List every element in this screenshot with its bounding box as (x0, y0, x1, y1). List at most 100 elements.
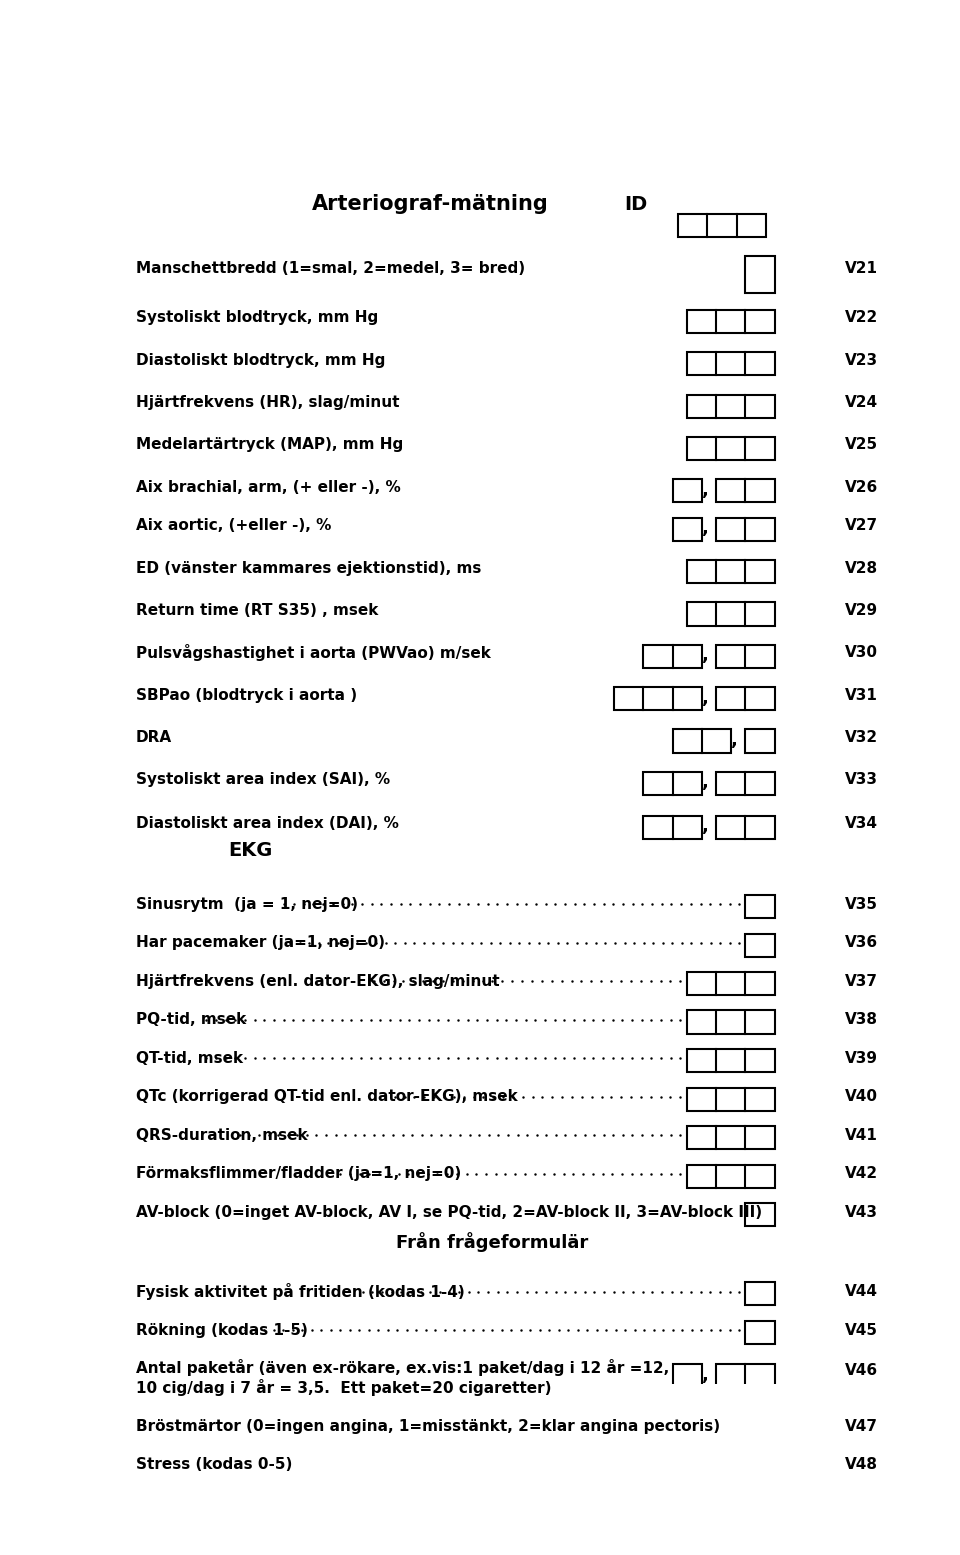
Text: SBPao (blodtryck i aorta ): SBPao (blodtryck i aorta ) (135, 687, 356, 703)
Text: ,: , (702, 480, 708, 499)
Text: Manschettbredd (1=smal, 2=medel, 3= bred): Manschettbredd (1=smal, 2=medel, 3= bred… (135, 261, 524, 277)
Text: Stress (kodas 0-5): Stress (kodas 0-5) (135, 1457, 292, 1473)
Text: Hjärtfrekvens (HR), slag/minut: Hjärtfrekvens (HR), slag/minut (135, 395, 399, 411)
Text: V34: V34 (845, 816, 877, 832)
Text: V30: V30 (845, 645, 877, 661)
Text: V22: V22 (845, 311, 877, 325)
Bar (678, 213, 766, 236)
Text: V38: V38 (845, 1012, 877, 1028)
Text: Sinusrytm  (ja = 1, nej=0): Sinusrytm (ja = 1, nej=0) (135, 897, 357, 911)
Text: V39: V39 (845, 1051, 877, 1065)
Text: V46: V46 (845, 1364, 877, 1378)
Bar (745, 1417, 775, 1440)
Text: V25: V25 (845, 437, 877, 453)
Bar (745, 729, 775, 753)
Text: V33: V33 (845, 773, 877, 787)
Text: V29: V29 (845, 603, 877, 617)
Text: Pulsvågshastighet i aorta (PWVao) m/sek: Pulsvågshastighet i aorta (PWVao) m/sek (135, 644, 491, 661)
Text: V44: V44 (845, 1284, 877, 1298)
Text: Antal paketår (även ex-rökare, ex.vis:1 paket/dag i 12 år =12,
10 cig/dag i 7 år: Antal paketår (även ex-rökare, ex.vis:1 … (135, 1359, 669, 1396)
Text: QT-tid, msek: QT-tid, msek (135, 1051, 243, 1065)
Bar (686, 1165, 775, 1188)
Bar (716, 687, 775, 711)
Bar (686, 1126, 775, 1149)
Bar (716, 645, 775, 667)
Text: Medelartärtryck (MAP), mm Hg: Medelartärtryck (MAP), mm Hg (135, 437, 403, 453)
Text: V40: V40 (845, 1088, 877, 1104)
Bar (716, 1364, 775, 1387)
Bar (745, 896, 775, 917)
Text: V24: V24 (845, 395, 877, 411)
Bar (686, 1050, 775, 1071)
Bar (686, 1087, 775, 1110)
Bar (716, 771, 775, 795)
Bar (613, 687, 702, 711)
Text: ,: , (702, 689, 708, 706)
Bar (745, 1455, 775, 1479)
Text: V26: V26 (845, 480, 877, 494)
Text: ,: , (702, 519, 708, 538)
Text: DRA: DRA (135, 729, 172, 745)
Text: ,: , (702, 818, 708, 835)
Text: Förmaksflimmer/fladder (ja=1, nej=0): Förmaksflimmer/fladder (ja=1, nej=0) (135, 1166, 461, 1182)
Bar (745, 1320, 775, 1344)
Bar (686, 602, 775, 625)
Bar (643, 645, 702, 667)
Text: V43: V43 (845, 1205, 877, 1219)
Bar (686, 395, 775, 418)
Text: Diastoliskt area index (DAI), %: Diastoliskt area index (DAI), % (135, 816, 398, 832)
Text: V31: V31 (845, 687, 877, 703)
Bar (745, 1204, 775, 1225)
Text: ,: , (702, 647, 708, 664)
Text: Rökning (kodas 1-5): Rökning (kodas 1-5) (135, 1323, 307, 1337)
Text: Aix brachial, arm, (+ eller -), %: Aix brachial, arm, (+ eller -), % (135, 480, 400, 494)
Text: Return time (RT S35) , msek: Return time (RT S35) , msek (135, 603, 378, 617)
Bar (716, 518, 775, 541)
Text: Systoliskt area index (SAI), %: Systoliskt area index (SAI), % (135, 773, 390, 787)
Text: V36: V36 (845, 935, 877, 950)
Bar (686, 972, 775, 995)
Text: ED (vänster kammares ejektionstid), ms: ED (vänster kammares ejektionstid), ms (135, 561, 481, 575)
Text: ,: , (732, 731, 738, 750)
Text: V28: V28 (845, 561, 877, 575)
Bar (745, 257, 775, 292)
Text: PQ-tid, msek: PQ-tid, msek (135, 1012, 246, 1028)
Text: AV-block (0=inget AV-block, AV I, se PQ-tid, 2=AV-block II, 3=AV-block III): AV-block (0=inget AV-block, AV I, se PQ-… (135, 1205, 761, 1219)
Text: V47: V47 (845, 1418, 877, 1434)
Text: Systoliskt blodtryck, mm Hg: Systoliskt blodtryck, mm Hg (135, 311, 377, 325)
Bar (673, 479, 702, 502)
Text: QTc (korrigerad QT-tid enl. dator-EKG), msek: QTc (korrigerad QT-tid enl. dator-EKG), … (135, 1088, 517, 1104)
Text: Från frågeformulär: Från frågeformulär (396, 1232, 588, 1252)
Text: V27: V27 (845, 518, 877, 533)
Text: ID: ID (624, 194, 647, 213)
Text: Fysisk aktivitet på fritiden (kodas 1-4): Fysisk aktivitet på fritiden (kodas 1-4) (135, 1283, 465, 1300)
Bar (643, 816, 702, 838)
Text: V35: V35 (845, 897, 877, 911)
Bar (686, 351, 775, 375)
Text: Har pacemaker (ja=1, nej=0): Har pacemaker (ja=1, nej=0) (135, 935, 385, 950)
Text: V37: V37 (845, 973, 877, 989)
Text: ,: , (702, 773, 708, 791)
Bar (673, 1364, 702, 1387)
Bar (673, 729, 732, 753)
Text: ,: , (702, 1365, 708, 1384)
Text: Arteriograf-mätning: Arteriograf-mätning (312, 193, 548, 213)
Bar (716, 816, 775, 838)
Bar (745, 1283, 775, 1305)
Bar (716, 479, 775, 502)
Text: V23: V23 (845, 353, 877, 367)
Text: V48: V48 (845, 1457, 877, 1473)
Text: V42: V42 (845, 1166, 877, 1182)
Text: Bröstmärtor (0=ingen angina, 1=misstänkt, 2=klar angina pectoris): Bröstmärtor (0=ingen angina, 1=misstänkt… (135, 1418, 720, 1434)
Text: V21: V21 (845, 261, 877, 277)
Text: V32: V32 (845, 729, 877, 745)
Bar (643, 771, 702, 795)
Text: EKG: EKG (228, 841, 273, 860)
Bar (673, 518, 702, 541)
Text: QRS-duration, msek: QRS-duration, msek (135, 1127, 307, 1143)
Bar (686, 437, 775, 460)
Text: Hjärtfrekvens (enl. dator-EKG), slag/minut: Hjärtfrekvens (enl. dator-EKG), slag/min… (135, 973, 499, 989)
Text: V41: V41 (845, 1127, 877, 1143)
Text: Aix aortic, (+eller -), %: Aix aortic, (+eller -), % (135, 518, 331, 533)
Text: V45: V45 (845, 1323, 877, 1337)
